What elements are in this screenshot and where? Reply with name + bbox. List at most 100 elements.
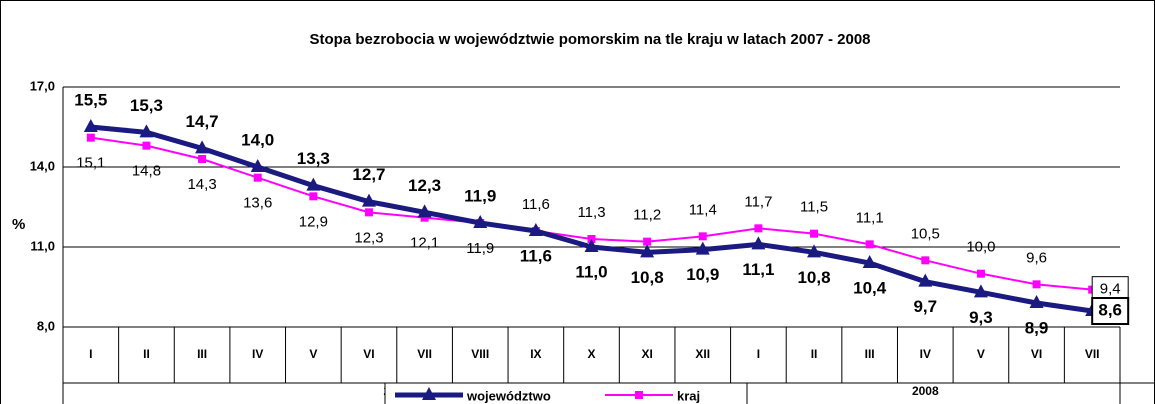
legend (384, 382, 748, 404)
x-tick-label: IV (252, 347, 263, 361)
data-label: 11,7 (744, 193, 772, 210)
data-label: 8,6 (1098, 300, 1122, 319)
marker (250, 159, 265, 172)
data-label: 14,8 (132, 163, 161, 180)
legend-marker (422, 387, 436, 400)
y-axis-label: % (12, 216, 25, 233)
data-label: 12,9 (299, 213, 328, 230)
marker (1032, 280, 1041, 289)
data-label: 9,6 (1026, 249, 1047, 266)
data-label: 10,9 (686, 265, 719, 284)
legend-label: kraj (677, 388, 700, 403)
x-tick-label: IV (920, 347, 931, 361)
x-tick-label: II (143, 347, 150, 361)
data-label: 14,7 (186, 112, 219, 131)
data-label: 10,4 (853, 278, 887, 297)
marker (754, 224, 763, 233)
x-tick-label: VI (1031, 347, 1042, 361)
marker (862, 255, 877, 268)
data-label: 13,3 (297, 149, 330, 168)
marker (473, 215, 488, 228)
data-label: 12,1 (410, 235, 439, 252)
y-tick-label: 14,0 (30, 158, 55, 173)
data-label: 10,0 (966, 239, 995, 256)
data-label: 8,9 (1025, 318, 1049, 337)
marker (643, 237, 652, 246)
data-label: 15,3 (130, 96, 163, 115)
marker (807, 244, 822, 258)
x-tick-label: III (865, 347, 875, 361)
y-tick-label: 8,0 (37, 318, 55, 333)
marker (420, 213, 429, 222)
marker (698, 232, 707, 241)
marker (1029, 295, 1044, 308)
marker (528, 223, 543, 236)
x-tick-label: X (587, 347, 595, 361)
marker (918, 273, 933, 287)
marker (973, 284, 988, 298)
x-tick-label: VII (417, 347, 432, 361)
marker (309, 192, 318, 201)
data-label: 9,4 (1100, 281, 1121, 298)
data-label: 12,3 (354, 229, 383, 246)
x-tick-label: III (197, 347, 207, 361)
data-label: 11,5 (800, 199, 828, 216)
marker (364, 208, 373, 217)
data-label: 11,6 (522, 196, 550, 213)
x-tick-label: VII (1085, 347, 1100, 361)
marker (640, 244, 655, 258)
legend-label: województwo (466, 388, 551, 403)
data-label: 12,7 (352, 165, 385, 184)
data-label: 12,3 (408, 176, 441, 195)
marker (253, 173, 262, 182)
marker (810, 229, 819, 238)
x-tick-label: II (811, 347, 818, 361)
marker (142, 141, 151, 150)
data-label: 11,1 (742, 260, 774, 279)
marker (83, 119, 98, 132)
data-label: 13,6 (243, 195, 272, 212)
marker (976, 269, 985, 278)
data-label: 11,6 (520, 246, 552, 265)
data-label: 11,1 (856, 209, 884, 226)
marker (695, 241, 710, 255)
chart-title: Stopa bezrobocia w województwie pomorski… (310, 31, 871, 48)
marker (417, 204, 432, 218)
data-label: 11,4 (689, 201, 717, 218)
x-tick-label: XII (695, 347, 710, 361)
marker (306, 177, 321, 191)
x-tick-label: XI (641, 347, 652, 361)
label-box (1091, 297, 1130, 325)
data-label: 14,0 (241, 130, 274, 149)
x-tick-label: I (89, 347, 92, 361)
marker (361, 193, 376, 207)
marker (865, 240, 874, 249)
data-label: 11,0 (575, 262, 607, 281)
x-tick-label: VIII (471, 347, 489, 361)
data-label: 11,3 (577, 204, 605, 221)
marker (921, 256, 930, 265)
data-label: 10,5 (911, 225, 940, 242)
data-label: 11,2 (633, 207, 661, 224)
group-label: 2008 (912, 384, 939, 398)
data-label: 10,8 (631, 268, 664, 287)
x-tick-label: I (757, 347, 760, 361)
data-label: 9,7 (913, 297, 937, 316)
data-label: 11,9 (466, 240, 494, 257)
marker (139, 124, 154, 138)
x-tick-label: V (309, 347, 317, 361)
data-label: 10,8 (797, 268, 830, 287)
x-tick-label: VI (363, 347, 374, 361)
y-tick-label: 11,0 (30, 238, 55, 253)
marker (198, 155, 207, 163)
data-label: 14,3 (187, 176, 216, 193)
y-tick-label: 17,0 (30, 78, 55, 93)
marker (86, 133, 95, 142)
marker (751, 236, 766, 250)
data-label: 11,9 (464, 186, 496, 205)
x-tick-label: V (977, 347, 985, 361)
data-label: 15,5 (74, 90, 107, 109)
data-label: 9,3 (969, 308, 993, 327)
